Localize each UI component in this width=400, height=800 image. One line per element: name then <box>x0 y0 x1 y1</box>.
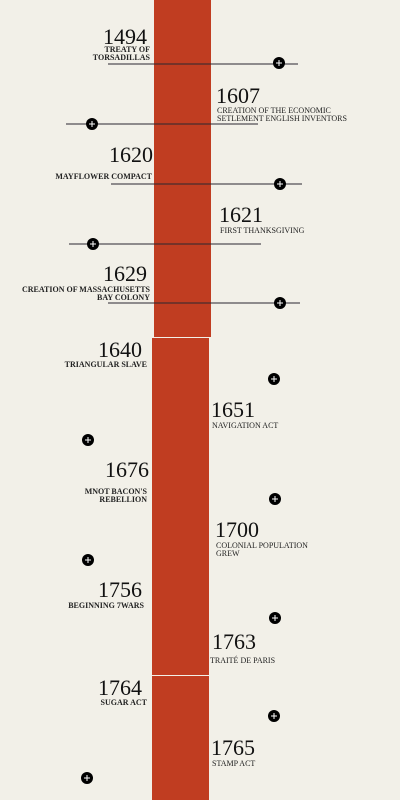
timeline-bar <box>152 338 209 675</box>
event-label: GREW <box>216 549 240 558</box>
expand-button[interactable] <box>274 297 286 309</box>
event-label: SETLEMENT ENGLISH INVENTORS <box>217 114 347 123</box>
event-year: 1764 <box>98 675 142 700</box>
plus-icon <box>85 437 91 443</box>
event-year: 1676 <box>105 457 149 482</box>
timeline-bar <box>154 0 211 337</box>
expand-button[interactable] <box>268 373 280 385</box>
expand-button[interactable] <box>81 772 93 784</box>
event-year: 1756 <box>98 577 142 602</box>
event-label: TRIANGULAR SLAVE <box>64 360 147 369</box>
event-label: TORSADILLAS <box>92 53 150 62</box>
expand-button[interactable] <box>269 612 281 624</box>
event-label: TRAITÉ DE PARIS <box>210 656 276 665</box>
event-label: TREATY OF <box>104 45 150 54</box>
event-year: 1621 <box>219 202 263 227</box>
expand-button[interactable] <box>82 554 94 566</box>
plus-icon <box>89 121 95 127</box>
event-year: 1607 <box>216 83 260 108</box>
expand-button[interactable] <box>86 118 98 130</box>
plus-icon <box>271 376 277 382</box>
event-year: 1640 <box>98 337 142 362</box>
plus-icon <box>272 615 278 621</box>
event-label: COLONIAL POPULATION <box>216 541 308 550</box>
plus-icon <box>271 713 277 719</box>
expand-button[interactable] <box>269 493 281 505</box>
event-label: MAYFLOWER COMPACT <box>55 172 152 181</box>
expand-button[interactable] <box>87 238 99 250</box>
plus-icon <box>277 300 283 306</box>
event-label: SUGAR ACT <box>100 698 147 707</box>
timeline-bar <box>152 676 209 800</box>
event-label: STAMP ACT <box>212 759 256 768</box>
plus-icon <box>85 557 91 563</box>
event-label: CREATION OF THE ECONOMIC <box>217 106 331 115</box>
event-year: 1763 <box>212 629 256 654</box>
event-year: 1700 <box>215 517 259 542</box>
event-label: REBELLION <box>99 495 147 504</box>
plus-icon <box>272 496 278 502</box>
event-label: FIRST THANKSGIVING <box>220 226 305 235</box>
event-label: MNOT BACON'S <box>84 487 147 496</box>
event-year: 1629 <box>103 261 147 286</box>
expand-button[interactable] <box>82 434 94 446</box>
event-year: 1651 <box>211 397 255 422</box>
plus-icon <box>90 241 96 247</box>
expand-button[interactable] <box>274 178 286 190</box>
plus-icon <box>277 181 283 187</box>
event-label: CREATION OF MASSACHUSETTS <box>21 285 150 294</box>
expand-button[interactable] <box>268 710 280 722</box>
event-year: 1765 <box>211 735 255 760</box>
event-year: 1620 <box>109 142 153 167</box>
event-year: 1494 <box>103 24 147 49</box>
expand-button[interactable] <box>273 57 285 69</box>
event-label: BAY COLONY <box>97 293 150 302</box>
event-label: BEGINNING 7WARS <box>68 601 144 610</box>
plus-icon <box>84 775 90 781</box>
plus-icon <box>276 60 282 66</box>
event-label: NAVIGATION ACT <box>212 421 279 430</box>
